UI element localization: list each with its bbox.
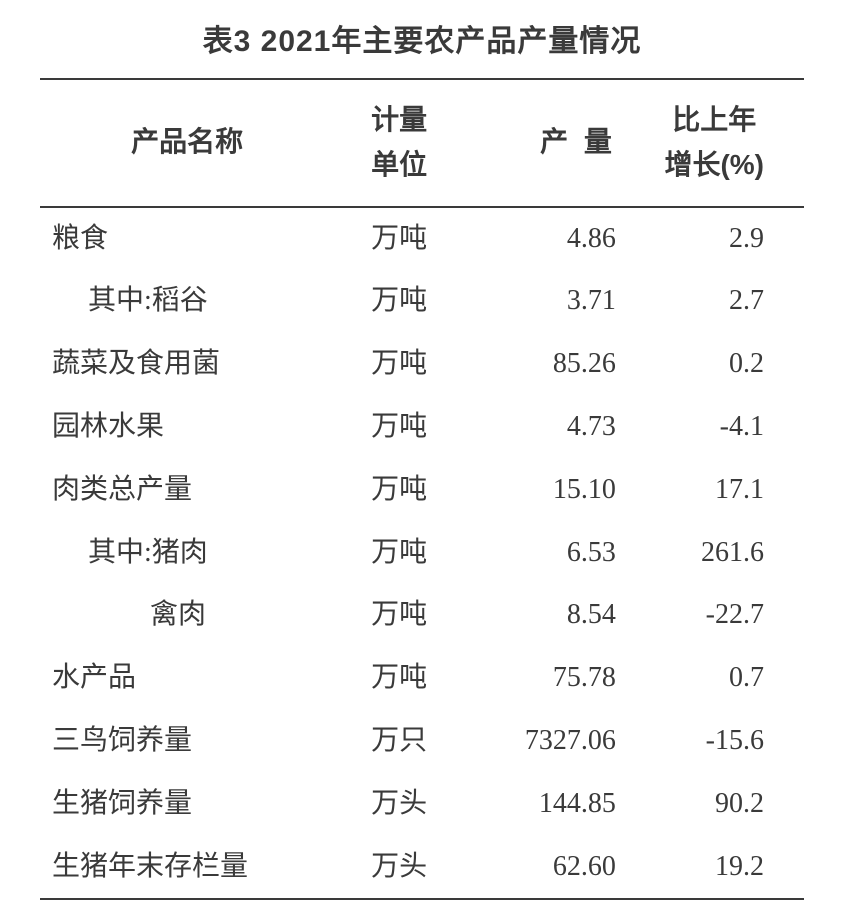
table-row: 三鸟饲养量万只7327.06-15.6: [40, 710, 804, 773]
cell-growth: -15.6: [636, 710, 804, 773]
cell-growth: 261.6: [636, 522, 804, 585]
cell-unit: 万吨: [330, 647, 468, 710]
cell-name: 三鸟饲养量: [40, 710, 330, 773]
cell-yield: 75.78: [468, 647, 636, 710]
cell-name: 生猪年末存栏量: [40, 836, 330, 900]
cell-growth: 19.2: [636, 836, 804, 900]
cell-unit: 万头: [330, 836, 468, 900]
cell-yield: 3.71: [468, 270, 636, 333]
col-header-unit: 计量 单位: [330, 79, 468, 207]
cell-yield: 62.60: [468, 836, 636, 900]
table-row: 园林水果万吨4.73-4.1: [40, 396, 804, 459]
table-row: 其中:猪肉万吨6.53261.6: [40, 522, 804, 585]
cell-unit: 万吨: [330, 459, 468, 522]
table-title: 表3 2021年主要农产品产量情况: [40, 16, 804, 60]
cell-name: 其中:稻谷: [40, 270, 330, 333]
cell-unit: 万吨: [330, 270, 468, 333]
col-header-yield: 产 量: [468, 79, 636, 207]
table-body: 粮食万吨4.862.9其中:稻谷万吨3.712.7蔬菜及食用菌万吨85.260.…: [40, 207, 804, 900]
cell-yield: 6.53: [468, 522, 636, 585]
cell-yield: 4.73: [468, 396, 636, 459]
cell-name: 生猪饲养量: [40, 773, 330, 836]
col-header-growth: 比上年 增长(%): [636, 79, 804, 207]
cell-name: 粮食: [40, 207, 330, 271]
cell-growth: 2.9: [636, 207, 804, 271]
col-header-growth-line2: 增长(%): [664, 149, 764, 180]
table-row: 禽肉万吨8.54-22.7: [40, 584, 804, 647]
cell-unit: 万只: [330, 710, 468, 773]
cell-name: 水产品: [40, 647, 330, 710]
cell-growth: 2.7: [636, 270, 804, 333]
cell-name: 肉类总产量: [40, 459, 330, 522]
cell-yield: 15.10: [468, 459, 636, 522]
table-row: 粮食万吨4.862.9: [40, 207, 804, 271]
table-header-row: 产品名称 计量 单位 产 量 比上年 增长(%): [40, 79, 804, 207]
cell-unit: 万吨: [330, 584, 468, 647]
cell-name: 禽肉: [40, 584, 330, 647]
cell-name: 蔬菜及食用菌: [40, 333, 330, 396]
cell-growth: 17.1: [636, 459, 804, 522]
table-row: 蔬菜及食用菌万吨85.260.2: [40, 333, 804, 396]
cell-yield: 144.85: [468, 773, 636, 836]
table-row: 肉类总产量万吨15.1017.1: [40, 459, 804, 522]
col-header-unit-line2: 单位: [371, 149, 427, 180]
cell-growth: 90.2: [636, 773, 804, 836]
cell-growth: -4.1: [636, 396, 804, 459]
col-header-growth-line1: 比上年: [672, 104, 756, 135]
cell-growth: 0.7: [636, 647, 804, 710]
table-row: 生猪饲养量万头144.8590.2: [40, 773, 804, 836]
cell-yield: 4.86: [468, 207, 636, 271]
cell-name: 园林水果: [40, 396, 330, 459]
agri-products-table: 产品名称 计量 单位 产 量 比上年 增长(%) 粮食万吨4.862.9其中:稻…: [40, 78, 804, 900]
col-header-name: 产品名称: [40, 79, 330, 207]
cell-unit: 万吨: [330, 396, 468, 459]
cell-name: 其中:猪肉: [40, 522, 330, 585]
cell-yield: 85.26: [468, 333, 636, 396]
cell-yield: 8.54: [468, 584, 636, 647]
cell-unit: 万吨: [330, 333, 468, 396]
table-row: 水产品万吨75.780.7: [40, 647, 804, 710]
col-header-unit-line1: 计量: [371, 104, 427, 135]
table-row: 其中:稻谷万吨3.712.7: [40, 270, 804, 333]
table-row: 生猪年末存栏量万头62.6019.2: [40, 836, 804, 900]
cell-yield: 7327.06: [468, 710, 636, 773]
cell-unit: 万吨: [330, 522, 468, 585]
cell-unit: 万吨: [330, 207, 468, 271]
cell-growth: -22.7: [636, 584, 804, 647]
cell-unit: 万头: [330, 773, 468, 836]
cell-growth: 0.2: [636, 333, 804, 396]
